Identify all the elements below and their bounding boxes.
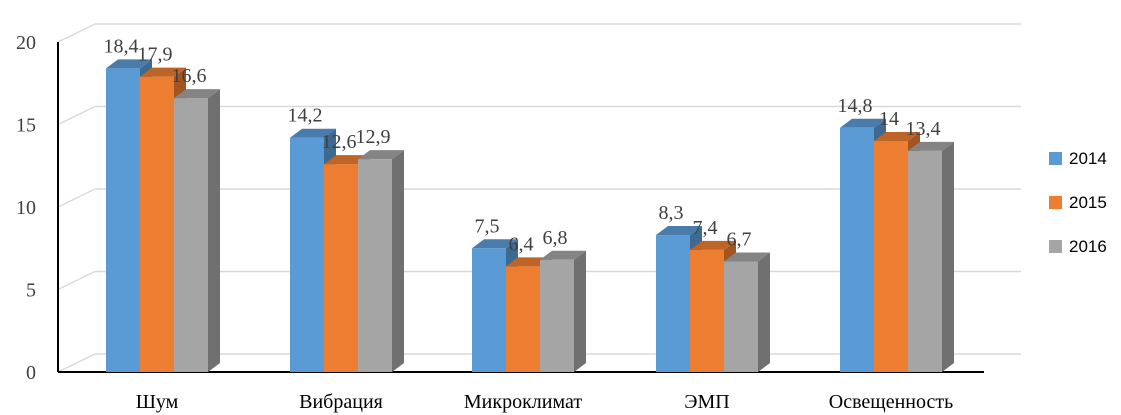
- gridline-side: [57, 105, 96, 126]
- y-tick-label: 15: [16, 115, 36, 137]
- bar-front: [472, 248, 506, 372]
- bar-front: [656, 235, 690, 372]
- bar-top: [724, 252, 770, 262]
- bar: [174, 89, 220, 372]
- bar-side: [942, 141, 954, 372]
- bar-top: [290, 128, 336, 138]
- bar-front: [106, 68, 140, 373]
- y-tick-labels: 0 5 10 15 20: [16, 32, 36, 384]
- data-label: 14,2: [288, 105, 323, 127]
- data-label: 6,4: [509, 233, 534, 255]
- bar-top: [874, 132, 920, 141]
- data-label: 13,4: [906, 118, 941, 140]
- legend-label: 2016: [1069, 237, 1107, 256]
- bar-front: [724, 261, 758, 372]
- data-label: 6,7: [727, 228, 752, 250]
- data-label: 17,9: [138, 44, 173, 66]
- data-label: 12,6: [322, 131, 357, 153]
- legend-item: 2016: [1049, 237, 1107, 256]
- data-label: 7,4: [693, 217, 718, 239]
- y-tick-label: 10: [16, 197, 36, 219]
- gridline-side: [57, 270, 96, 291]
- legend-label: 2014: [1069, 149, 1107, 168]
- legend-item: 2014: [1049, 149, 1107, 168]
- bar-top: [840, 118, 886, 128]
- legend-swatch: [1049, 152, 1062, 165]
- gridline-side: [57, 23, 96, 43]
- data-label: 8,3: [659, 202, 684, 224]
- bar-side: [574, 250, 586, 372]
- data-label: 6,8: [543, 227, 568, 249]
- bar-top: [690, 240, 736, 250]
- category-label: ЭМП: [684, 391, 729, 413]
- bars: [106, 59, 954, 373]
- bar-front: [840, 127, 874, 372]
- bar-top: [656, 226, 702, 236]
- legend-swatch: [1049, 240, 1062, 253]
- data-label: 18,4: [104, 35, 139, 57]
- gridline-side: [57, 353, 96, 373]
- bar-front: [908, 150, 942, 372]
- y-tick-label: 0: [26, 362, 36, 384]
- data-labels: 18,4 17,916,6 14,2 12,6 12,9 7,5 6,4 6,8 8,3 7,4 6…: [104, 35, 941, 255]
- bar-front: [690, 249, 724, 372]
- bar-side: [208, 89, 220, 372]
- bar: [540, 250, 586, 372]
- y-tick-label: 5: [26, 280, 36, 302]
- bar: [724, 252, 770, 372]
- bar-top: [358, 150, 404, 160]
- data-label: 14,8: [838, 95, 873, 117]
- category-label: Освещенность: [829, 391, 953, 413]
- category-label: Микроклимат: [464, 391, 582, 413]
- bar-top: [908, 141, 954, 151]
- category-labels: Шум Вибрация Микроклимат ЭМП Освещенность: [136, 391, 954, 413]
- bar-front: [540, 259, 574, 372]
- bar-front: [874, 141, 908, 372]
- legend-swatch: [1049, 196, 1062, 209]
- data-label: 14: [879, 108, 899, 130]
- y-tick-label: 20: [16, 32, 36, 54]
- bar-front: [324, 164, 358, 372]
- legend-label: 2015: [1069, 193, 1107, 212]
- bar-top: [106, 59, 152, 69]
- bar-top: [472, 239, 518, 249]
- bar-top: [540, 250, 586, 260]
- data-label: 12,9: [356, 126, 391, 148]
- category-label: Шум: [136, 391, 179, 413]
- bar-front: [140, 76, 174, 373]
- data-label: 16,6: [172, 65, 207, 87]
- legend-item: 2015: [1049, 193, 1107, 212]
- category-label: Вибрация: [299, 391, 383, 413]
- bar-front: [506, 266, 540, 372]
- data-label: 7,5: [475, 215, 500, 237]
- bar-side: [758, 252, 770, 372]
- legend: 2014 2015 2016: [1049, 149, 1107, 256]
- gridline-side: [57, 188, 96, 208]
- bar-side: [392, 150, 404, 372]
- bar-front: [290, 137, 324, 372]
- bar: [358, 150, 404, 372]
- bar-front: [174, 98, 208, 372]
- bar: [908, 141, 954, 372]
- bar-top: [140, 67, 186, 77]
- bar-top: [174, 89, 220, 99]
- bar-front: [358, 159, 392, 372]
